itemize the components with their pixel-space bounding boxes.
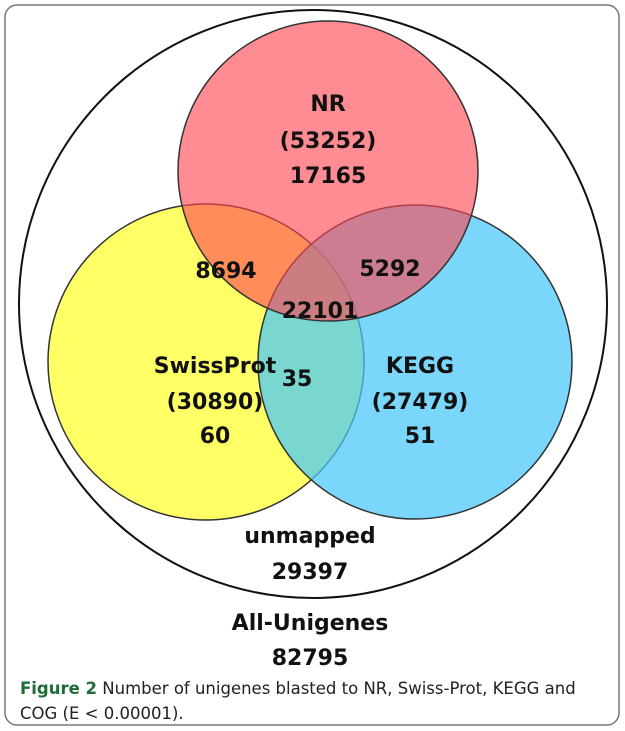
caption: Figure 2 Number of unigenes blasted to N… — [20, 676, 610, 726]
all-label: All-Unigenes — [232, 611, 389, 636]
overlap-count: 8694 — [195, 259, 256, 284]
overlap-count: 5292 — [359, 257, 420, 282]
frame-border — [4, 4, 620, 726]
caption-text: Number of unigenes blasted to NR, Swiss-… — [20, 679, 576, 723]
set-total: (53252) — [280, 129, 377, 154]
all-value: 82795 — [272, 646, 349, 671]
all-circle — [18, 9, 608, 599]
unmapped-label: unmapped — [244, 524, 375, 549]
overlap-count: 22101 — [282, 299, 359, 324]
set-unique: 17165 — [290, 164, 367, 189]
set-unique: 60 — [200, 424, 231, 449]
set-label: KEGG — [386, 354, 454, 379]
caption-figure: Figure 2 — [20, 679, 98, 698]
set-label: SwissProt — [154, 354, 277, 379]
set-total: (27479) — [372, 390, 469, 415]
set-unique: 51 — [405, 424, 436, 449]
set-total: (30890) — [167, 390, 264, 415]
unmapped-value: 29397 — [272, 560, 349, 585]
overlap-count: 35 — [282, 367, 313, 392]
nr-circle — [177, 20, 479, 322]
set-label: NR — [310, 92, 345, 117]
